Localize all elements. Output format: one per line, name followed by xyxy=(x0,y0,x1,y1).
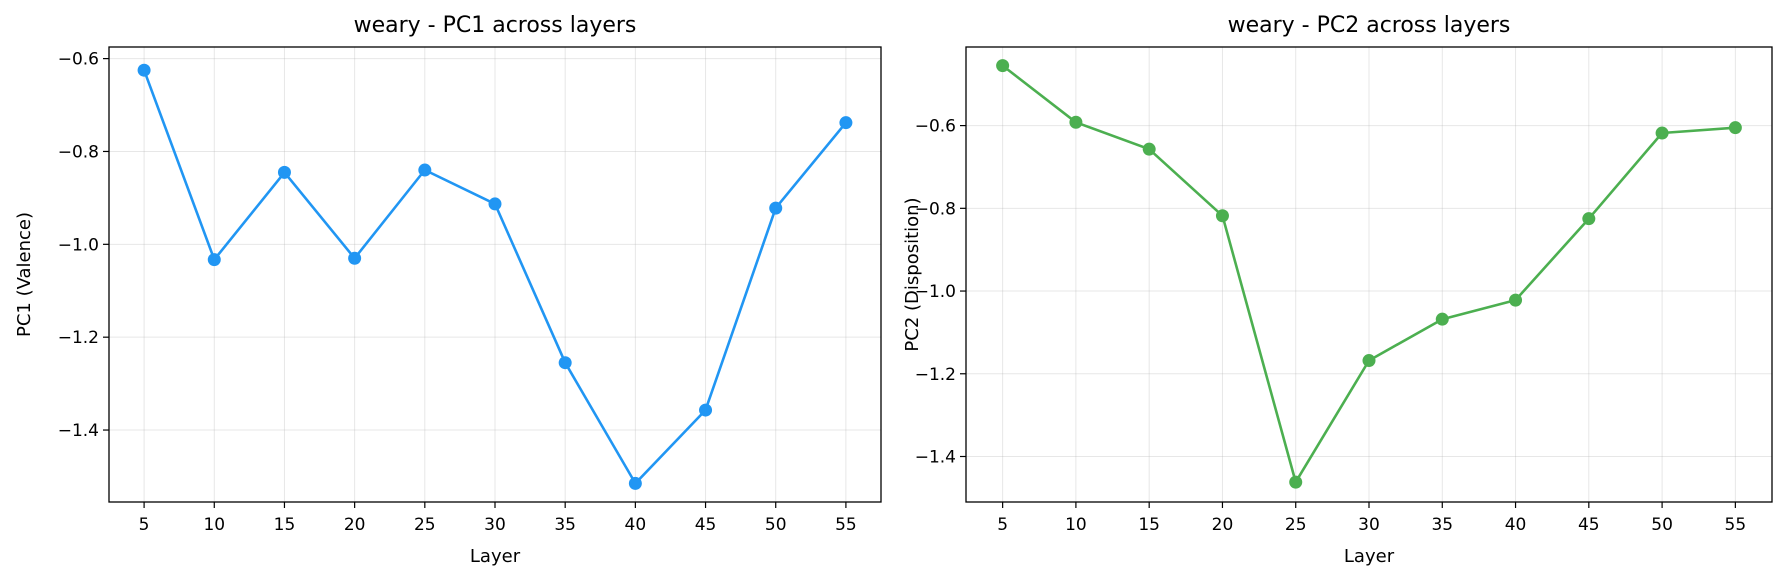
x-tick-label: 25 xyxy=(1285,515,1307,535)
x-tick-label: 5 xyxy=(139,515,150,535)
y-tick-label: −1.4 xyxy=(915,448,956,468)
x-axis-label: Layer xyxy=(1344,546,1395,567)
y-tick-label: −0.6 xyxy=(58,50,99,70)
data-point xyxy=(1215,209,1229,223)
x-tick-label: 30 xyxy=(1358,515,1380,535)
chart-title: weary - PC2 across layers xyxy=(1228,13,1511,38)
chart-panel-pc2: weary - PC2 across layers Layer PC2 (Dis… xyxy=(902,13,1773,567)
y-tick-label: −1.0 xyxy=(915,282,956,302)
data-point xyxy=(1289,475,1303,489)
data-point xyxy=(1728,121,1742,135)
data-point xyxy=(1509,293,1523,307)
x-tick-label: 30 xyxy=(484,515,506,535)
y-axis-label: PC1 (Valence) xyxy=(14,212,35,337)
data-point xyxy=(769,201,783,215)
x-tick-label: 55 xyxy=(1725,515,1747,535)
y-tick-label: −1.4 xyxy=(58,421,99,441)
x-tick-label: 50 xyxy=(1651,515,1673,535)
axes-frame xyxy=(108,46,882,503)
x-tick-label: 50 xyxy=(765,515,787,535)
y-tick-label: −1.0 xyxy=(58,235,99,255)
x-tick-label: 45 xyxy=(695,515,717,535)
x-tick-label: 35 xyxy=(554,515,576,535)
data-point xyxy=(1582,212,1596,226)
data-point xyxy=(348,251,362,265)
chart-title: weary - PC1 across layers xyxy=(354,13,637,38)
data-point xyxy=(1142,142,1156,156)
grid xyxy=(109,47,881,502)
y-axis-label: PC2 (Disposition) xyxy=(902,197,923,351)
data-point xyxy=(628,476,642,490)
y-tick-label: −1.2 xyxy=(915,365,956,385)
y-tick-label: −0.8 xyxy=(915,199,956,219)
data-point xyxy=(488,197,502,211)
x-tick-label: 5 xyxy=(997,515,1008,535)
x-tick-label: 35 xyxy=(1431,515,1453,535)
x-tick-label: 55 xyxy=(835,515,857,535)
data-point xyxy=(207,253,221,267)
chart-panel-pc1: weary - PC1 across layers Layer PC1 (Val… xyxy=(14,13,882,567)
data-point xyxy=(1069,115,1083,129)
data-point xyxy=(137,63,151,77)
data-point xyxy=(277,165,291,179)
y-tick-label: −1.2 xyxy=(58,328,99,348)
data-point xyxy=(1435,312,1449,326)
data-point xyxy=(839,116,853,130)
x-tick-label: 20 xyxy=(1212,515,1234,535)
grid xyxy=(966,47,1772,502)
x-tick-label: 20 xyxy=(344,515,366,535)
y-tick-label: −0.6 xyxy=(915,117,956,137)
axes-frame xyxy=(965,46,1773,503)
x-tick-label: 40 xyxy=(625,515,647,535)
x-tick-label: 15 xyxy=(274,515,296,535)
data-point xyxy=(996,59,1010,73)
x-tick-label: 40 xyxy=(1505,515,1527,535)
x-tick-label: 15 xyxy=(1138,515,1160,535)
x-tick-label: 10 xyxy=(1065,515,1087,535)
data-point xyxy=(1362,354,1376,368)
data-point xyxy=(418,163,432,177)
y-tick-label: −0.8 xyxy=(58,142,99,162)
x-axis-label: Layer xyxy=(470,546,521,567)
data-point xyxy=(558,356,572,370)
x-tick-label: 45 xyxy=(1578,515,1600,535)
x-tick-label: 25 xyxy=(414,515,436,535)
data-point xyxy=(1655,126,1669,140)
x-tick-label: 10 xyxy=(203,515,225,535)
data-point xyxy=(699,403,713,417)
